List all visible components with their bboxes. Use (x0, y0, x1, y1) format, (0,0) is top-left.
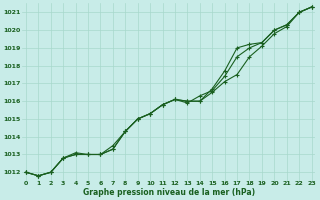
X-axis label: Graphe pression niveau de la mer (hPa): Graphe pression niveau de la mer (hPa) (83, 188, 255, 197)
